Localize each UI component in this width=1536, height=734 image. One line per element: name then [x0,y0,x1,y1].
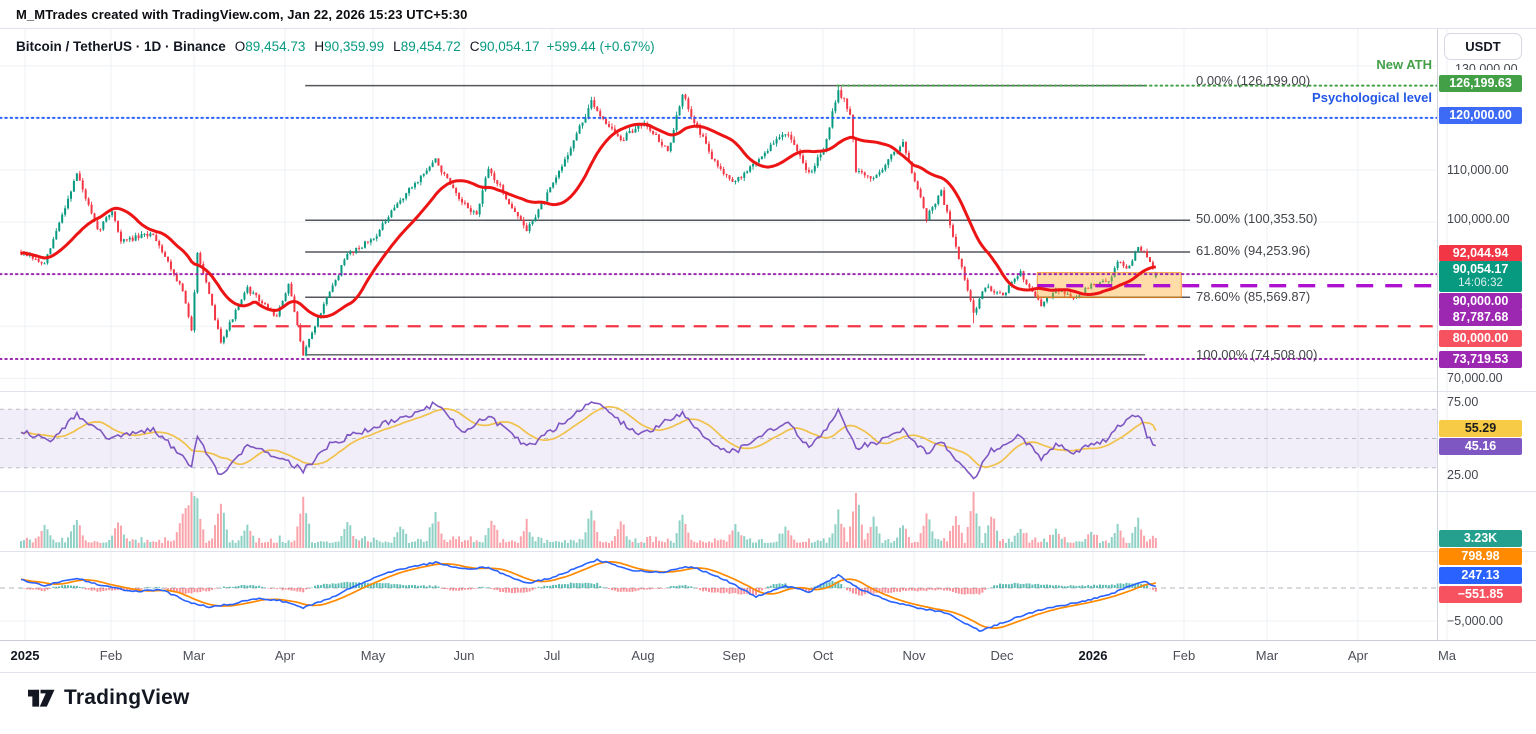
price-tick-label: 70,000.00 [1447,371,1503,385]
pane-separator[interactable] [0,551,1536,552]
price-badge: 798.98 [1439,548,1522,565]
ohlc-high: H90,359.99 [314,38,385,54]
time-axis-label: Mar [1255,648,1279,663]
fib-level-label: 61.80% (94,253.96) [1196,243,1311,258]
tradingview-logo-icon [28,689,55,707]
price-badge-value: −551.85 [1457,587,1504,601]
price-badge-value: 90,054.17 [1452,262,1509,276]
ohlc-close: C90,054.17 [469,38,540,54]
price-badge-value: 92,044.94 [1452,246,1509,260]
widget-bottom-border [0,672,1536,673]
time-axis-label: Apr [1347,648,1369,663]
price-badge: 87,787.68 [1439,309,1522,326]
price-badge-countdown: 14:06:32 [1458,277,1503,289]
attribution-bar: M_MTrades created with TradingView.com, … [16,7,468,22]
change-value: +599.44 (+0.67%) [546,38,655,54]
price-badge: 73,719.53 [1439,351,1522,368]
moving-average-line [20,122,1157,319]
grid [0,29,1448,640]
price-badge-value: 87,787.68 [1452,310,1509,324]
new-ath-label: New ATH [1376,57,1432,72]
price-axis-border [1437,29,1438,640]
price-badge: 126,199.63 [1439,75,1522,92]
ohlc-open: O89,454.73 [234,38,306,54]
rsi-line [20,401,1157,480]
macd-signal-line [20,561,1157,629]
time-axis-label: 2026 [1078,648,1108,663]
price-badge-value: 247.13 [1461,568,1500,582]
time-axis-label: Feb [1172,648,1196,663]
currency-toggle-button[interactable]: USDT [1444,33,1522,60]
price-badge: 80,000.00 [1439,330,1522,347]
price-badge: 90,000.00 [1439,293,1522,310]
time-axis-label: Sep [722,648,746,663]
price-badge: 120,000.00 [1439,107,1522,124]
time-axis-border [0,640,1536,641]
price-badge-value: 80,000.00 [1452,331,1509,345]
pane-separator[interactable] [0,491,1536,492]
pane-separator[interactable] [0,391,1536,392]
psychological-level-label: Psychological level [1312,90,1432,105]
price-badge-value: 45.16 [1464,439,1497,453]
rsi-ma-line [20,405,1157,468]
price-tick-label: 110,000.00 [1447,163,1509,177]
price-badge: 90,054.17 14:06:32 [1439,261,1522,292]
time-axis-label: Jun [453,648,475,663]
fib-level-label: 78.60% (85,569.87) [1196,289,1311,304]
price-tick-label: 25.00 [1447,468,1479,482]
time-axis-label: 2025 [10,648,40,663]
price-badge: 3.23K [1439,530,1522,547]
symbol-title[interactable]: Bitcoin / TetherUS · 1D · Binance [16,38,226,54]
price-badge-value: 120,000.00 [1449,108,1512,122]
chart-legend: Bitcoin / TetherUS · 1D · Binance O89,45… [16,36,655,56]
time-axis-label: Jul [543,648,561,663]
time-axis-label: Ma [1437,648,1457,663]
price-badge-value: 3.23K [1463,531,1498,545]
price-badge-value: 798.98 [1461,549,1500,563]
candlestick-pane[interactable] [0,84,1437,360]
time-axis-label: Oct [812,648,834,663]
fib-level-label: 0.00% (126,199.00) [1196,73,1311,88]
time-axis-label: Dec [990,648,1014,663]
price-badge: 55.29 [1439,420,1522,437]
price-badge-value: 55.29 [1464,421,1497,435]
fib-level-label: 100.00% (74,508.00) [1196,347,1318,362]
price-badge: 92,044.94 [1439,245,1522,262]
rsi-pane[interactable] [0,401,1437,480]
macd-pane[interactable] [0,558,1437,632]
time-axis-label: Feb [99,648,123,663]
time-axis-label: Mar [182,648,206,663]
price-badge: 45.16 [1439,438,1522,455]
ohlc-low: L89,454.72 [393,38,461,54]
fib-level-label: 50.00% (100,353.50) [1196,211,1318,226]
tradingview-logo[interactable]: TradingView [28,686,190,710]
volume-pane[interactable] [20,488,1157,548]
price-tick-label: 75.00 [1447,395,1479,409]
time-axis-label: Apr [274,648,296,663]
price-tick-label: −5,000.00 [1447,614,1503,628]
price-tick-label: 100,000.00 [1447,212,1510,226]
widget-top-border [0,28,1536,29]
time-axis-label: May [360,648,386,663]
brand-name: TradingView [64,686,190,709]
price-badge: −551.85 [1439,586,1522,603]
time-axis-label: Nov [902,648,926,663]
price-badge-value: 126,199.63 [1449,76,1512,90]
price-badge-value: 90,000.00 [1452,294,1509,308]
time-axis-label: Aug [631,648,655,663]
price-tick-label: 130,000.00 [1455,62,1518,70]
macd-line [20,558,1157,632]
price-badge-value: 73,719.53 [1452,352,1509,366]
price-badge: 247.13 [1439,567,1522,584]
